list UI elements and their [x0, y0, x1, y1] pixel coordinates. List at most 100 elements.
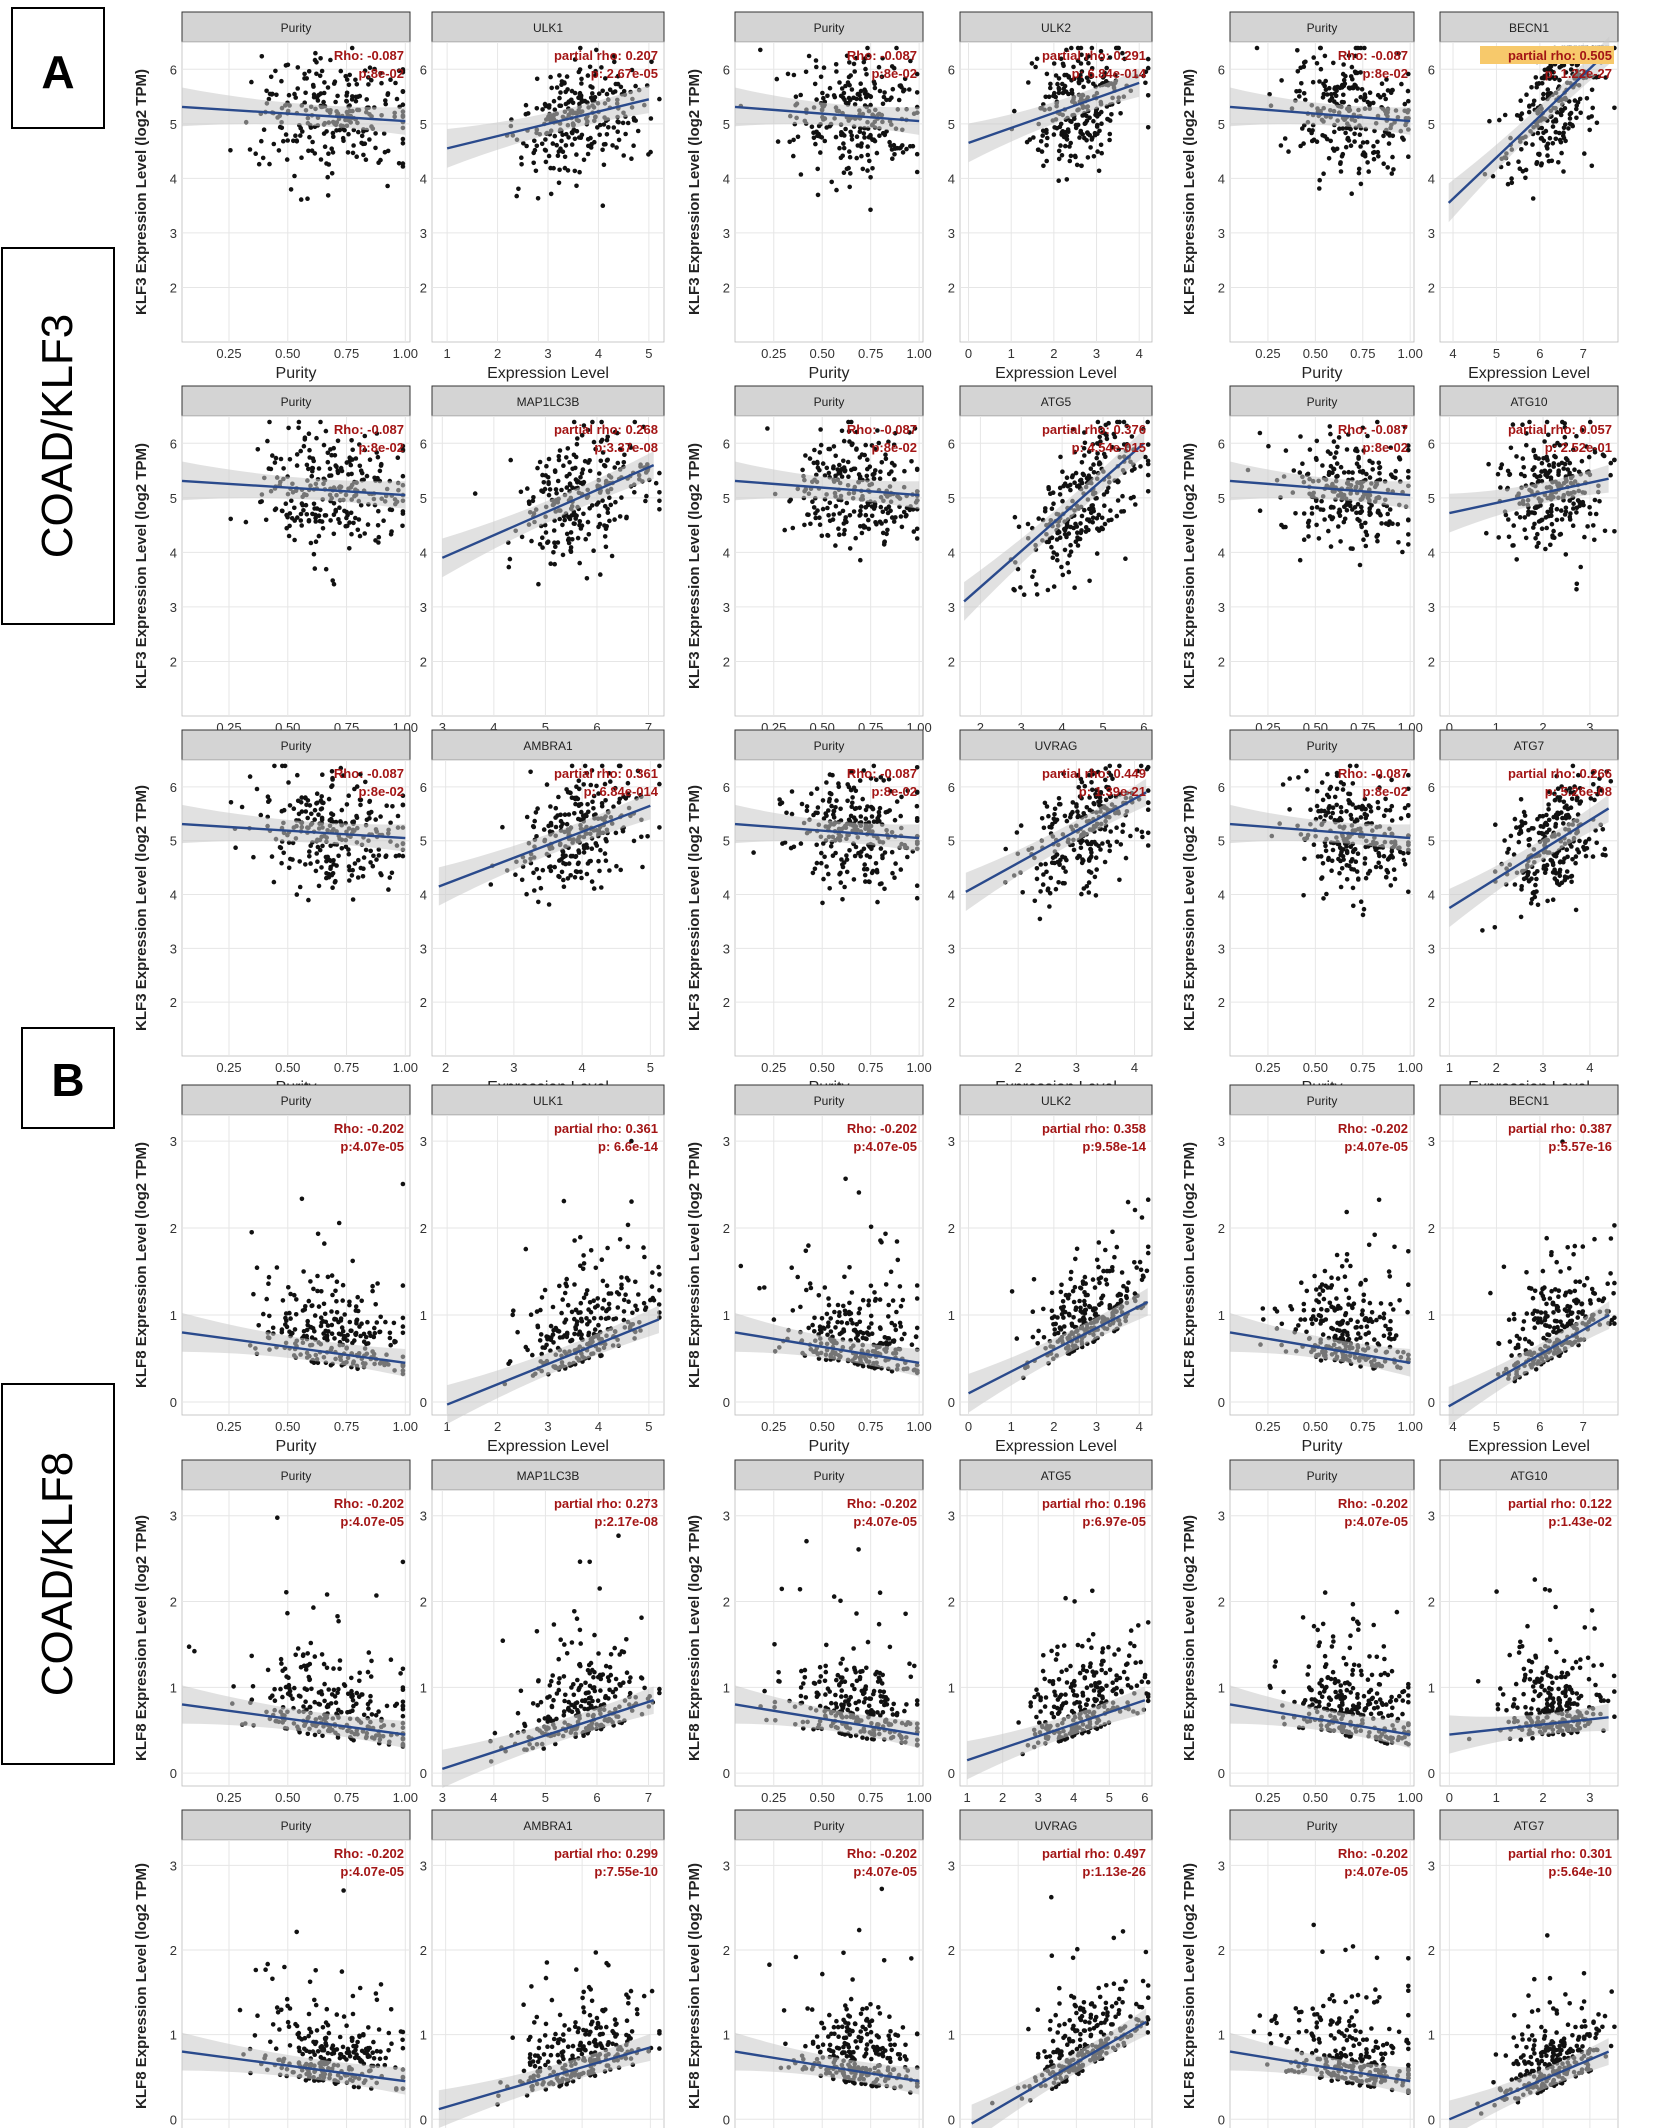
x-tick-label: 0: [965, 346, 972, 361]
data-point: [1594, 840, 1599, 846]
data-point: [350, 819, 355, 825]
data-point: [326, 796, 332, 802]
data-point: [1084, 138, 1089, 143]
data-point: [1571, 501, 1576, 507]
correlation-annotation: Rho: -0.087: [1338, 422, 1408, 437]
data-point: [1367, 868, 1373, 874]
data-point: [841, 521, 847, 526]
data-point: [599, 885, 604, 890]
data-point: [818, 74, 824, 80]
data-point: [839, 130, 844, 135]
data-point: [1038, 139, 1044, 144]
y-tick-label: 2: [420, 995, 427, 1010]
data-point: [297, 884, 303, 890]
data-point: [844, 53, 850, 59]
data-point: [590, 85, 595, 90]
data-point: [1145, 489, 1151, 494]
data-point: [1341, 470, 1347, 475]
data-point: [277, 845, 283, 850]
data-point: [346, 851, 352, 857]
y-tick-label: 2: [1218, 654, 1225, 669]
data-point: [1102, 859, 1108, 865]
x-tick-label: 1.00: [906, 1060, 931, 1075]
data-point: [846, 95, 852, 101]
data-point: [826, 513, 831, 518]
data-point: [864, 866, 870, 872]
data-point: [867, 158, 872, 164]
data-point: [1038, 889, 1043, 894]
data-point: [330, 783, 335, 788]
data-point: [1338, 852, 1343, 858]
data-point: [1311, 55, 1316, 60]
data-point: [268, 74, 274, 80]
y-tick-label: 6: [420, 780, 427, 795]
y-tick-label: 2: [948, 654, 955, 669]
data-point: [847, 513, 853, 518]
data-point: [862, 862, 867, 867]
data-point: [552, 468, 558, 473]
data-point: [826, 446, 831, 452]
data-point: [603, 858, 609, 863]
data-point: [889, 469, 894, 474]
data-point: [1052, 806, 1058, 812]
data-point: [818, 150, 823, 155]
data-point: [1040, 133, 1045, 138]
data-point: [1339, 154, 1345, 159]
data-point: [1326, 855, 1331, 861]
data-point: [562, 154, 568, 160]
data-point: [1034, 582, 1039, 587]
data-point: [368, 848, 374, 854]
data-point: [618, 867, 623, 873]
data-point: [802, 522, 807, 528]
data-point: [1048, 85, 1053, 91]
data-point: [1046, 94, 1052, 100]
data-point: [1078, 521, 1083, 526]
x-tick-label: 0.75: [858, 1060, 883, 1075]
x-axis-title: Purity: [809, 365, 850, 382]
data-point: [367, 816, 372, 821]
data-point: [1322, 808, 1327, 814]
data-point: [1304, 768, 1309, 774]
data-point: [259, 499, 265, 504]
data-point: [315, 859, 320, 864]
data-point: [1064, 177, 1070, 182]
data-point: [643, 498, 648, 504]
data-point: [861, 59, 867, 65]
data-point: [1350, 781, 1356, 786]
data-point: [293, 95, 299, 100]
data-point: [366, 82, 371, 87]
data-point: [1026, 80, 1031, 85]
data-point: [863, 807, 869, 813]
data-point: [576, 850, 582, 855]
data-point: [575, 861, 581, 867]
data-point: [314, 791, 320, 796]
data-point: [1556, 462, 1561, 468]
data-point: [508, 457, 513, 463]
data-point: [791, 137, 796, 143]
data-point: [831, 444, 837, 449]
data-point: [589, 503, 595, 508]
data-point: [303, 502, 309, 508]
data-point: [1140, 834, 1145, 840]
data-point: [898, 145, 903, 150]
data-point: [260, 155, 266, 161]
data-point: [1534, 544, 1540, 549]
data-point: [842, 468, 848, 473]
data-point: [385, 183, 390, 189]
data-point: [1302, 856, 1307, 862]
data-point: [1355, 851, 1361, 856]
data-point: [844, 853, 849, 858]
data-point: [1321, 171, 1326, 176]
data-point: [1318, 815, 1323, 820]
data-point: [1053, 73, 1059, 78]
data-point: [289, 498, 294, 504]
data-point: [319, 815, 325, 821]
data-point: [247, 147, 253, 152]
data-point: [608, 502, 614, 508]
data-point: [902, 468, 907, 474]
x-tick-label: 0.25: [1255, 1060, 1280, 1075]
data-point: [603, 544, 609, 550]
data-point: [1037, 916, 1043, 922]
data-point: [1297, 470, 1303, 475]
data-point: [865, 457, 870, 463]
